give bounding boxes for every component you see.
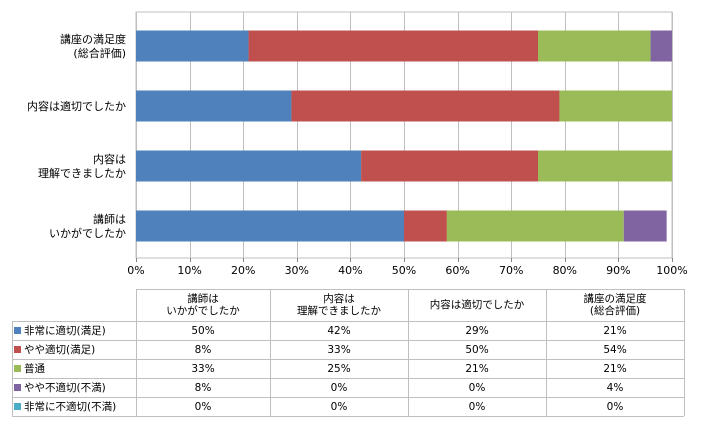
x-tick-label: 90% [606, 264, 630, 277]
x-tick-label: 10% [177, 264, 201, 277]
legend-swatch [14, 327, 21, 334]
x-tick-label: 70% [499, 264, 523, 277]
legend-swatch [14, 403, 21, 410]
table-cell: 33% [191, 362, 215, 375]
table-cell: 42% [327, 324, 351, 337]
bar-segment [361, 150, 538, 182]
table-header-cell: 講座の満足度 (総合評価) [583, 293, 647, 317]
table-cell: 50% [465, 343, 489, 356]
bar-segment [538, 150, 672, 182]
table-row-header: やや不適切(不満) [14, 378, 138, 397]
table-cell: 54% [603, 343, 627, 356]
bar-segment [446, 210, 624, 242]
x-tick-label: 40% [338, 264, 362, 277]
x-tick-label: 30% [285, 264, 309, 277]
legend-label: やや適切(満足) [24, 343, 96, 356]
x-tick-label: 0% [127, 264, 144, 277]
table-cell: 0% [330, 381, 348, 394]
table-row-header: やや適切(満足) [14, 340, 138, 359]
table-row-header: 非常に適切(満足) [14, 321, 138, 340]
x-tick-label: 60% [445, 264, 469, 277]
bar-segment [136, 210, 404, 242]
table-header-cell: 内容は 理解できましたか [297, 293, 381, 317]
table-cell: 0% [194, 400, 212, 413]
legend-swatch [14, 346, 21, 353]
x-tick-label: 20% [231, 264, 255, 277]
table-cell: 25% [327, 362, 351, 375]
table-cell: 29% [465, 324, 489, 337]
bar-segment [291, 90, 560, 122]
bar-segment [136, 90, 292, 122]
x-tick-label: 50% [392, 264, 416, 277]
bar-segment [404, 210, 447, 242]
table-row-header: 普通 [14, 359, 138, 378]
legend-swatch [14, 365, 21, 372]
table-cell: 8% [194, 343, 212, 356]
x-tick-label: 100% [656, 264, 687, 277]
bar-segment [538, 30, 651, 62]
bar-segment [248, 30, 538, 62]
table-cell: 0% [330, 400, 348, 413]
legend-label: 非常に不適切(不満) [24, 400, 117, 413]
bar-segment [136, 150, 362, 182]
legend-label: 非常に適切(満足) [24, 324, 106, 337]
bar-segment [136, 30, 249, 62]
category-label: 内容は理解できましたか [38, 152, 126, 180]
table-row-header: 非常に不適切(不満) [14, 397, 138, 416]
table-cell: 21% [465, 362, 489, 375]
legend-swatch [14, 384, 21, 391]
bar-segment [559, 90, 672, 122]
table-cell: 21% [603, 362, 627, 375]
table-cell: 0% [468, 400, 486, 413]
table-cell: 0% [468, 381, 486, 394]
table-cell: 21% [603, 324, 627, 337]
legend-label: やや不適切(不満) [24, 381, 106, 394]
table-cell: 4% [606, 381, 624, 394]
bar-segment [650, 30, 672, 62]
table-cell: 8% [194, 381, 212, 394]
x-tick-label: 80% [553, 264, 577, 277]
bar-segment [623, 210, 667, 242]
category-label: 講師はいかがでしたか [49, 212, 126, 240]
table-header-cell: 内容は適切でしたか [429, 299, 525, 311]
category-label: 講座の満足度(総合評価) [60, 32, 126, 60]
table-cell: 0% [606, 400, 624, 413]
table-cell: 33% [327, 343, 351, 356]
category-label: 内容は適切でしたか [27, 99, 126, 113]
legend-label: 普通 [24, 362, 45, 375]
table-cell: 50% [191, 324, 215, 337]
table-header-cell: 講師は いかがでしたか [166, 293, 240, 317]
